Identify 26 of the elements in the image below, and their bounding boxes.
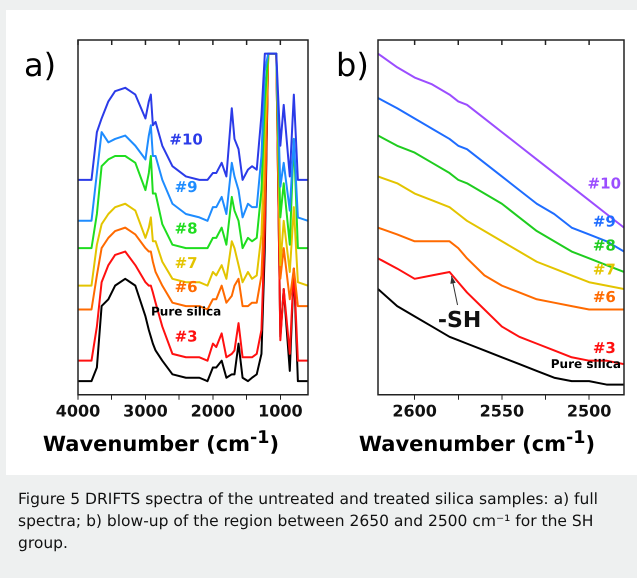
annotation: -SH bbox=[438, 308, 482, 333]
series-label: #6 bbox=[592, 288, 616, 306]
x-tick-label: 1000 bbox=[258, 402, 303, 421]
series-label: #7 bbox=[592, 260, 616, 278]
series-label: #10 bbox=[588, 174, 622, 192]
series-label: #7 bbox=[174, 254, 198, 272]
x-tick-label: 3000 bbox=[123, 402, 168, 421]
x-tick-label: 2000 bbox=[190, 402, 236, 421]
series-label: #9 bbox=[592, 212, 616, 231]
series-label: #10 bbox=[169, 130, 203, 148]
series-label: #9 bbox=[174, 178, 198, 196]
x-tick-label: 2600 bbox=[392, 402, 437, 421]
series-label: #8 bbox=[592, 236, 616, 255]
chart-title: a) bbox=[24, 46, 56, 84]
chart-title: b) bbox=[336, 46, 369, 84]
x-tick-label: 4000 bbox=[56, 402, 100, 421]
x-axis-title: Wavenumber (cm$^{-1}$) bbox=[42, 428, 280, 456]
series-label: Pure silica bbox=[550, 356, 621, 371]
caption: Figure 5 DRIFTS spectra of the untreated and treated silica samples: a) full spectra; b) blow-up of the region between 2650 and 2500 cm⁻¹ for the SH group. bbox=[18, 489, 599, 554]
x-tick-label: 2550 bbox=[480, 402, 524, 421]
series-label: #3 bbox=[174, 327, 198, 346]
x-tick-label: 2500 bbox=[566, 402, 612, 421]
x-axis-title: Wavenumber (cm$^{-1}$) bbox=[358, 428, 596, 456]
series-label: #8 bbox=[174, 219, 198, 238]
series-label: #6 bbox=[174, 278, 198, 296]
series-label: #3 bbox=[592, 339, 616, 358]
